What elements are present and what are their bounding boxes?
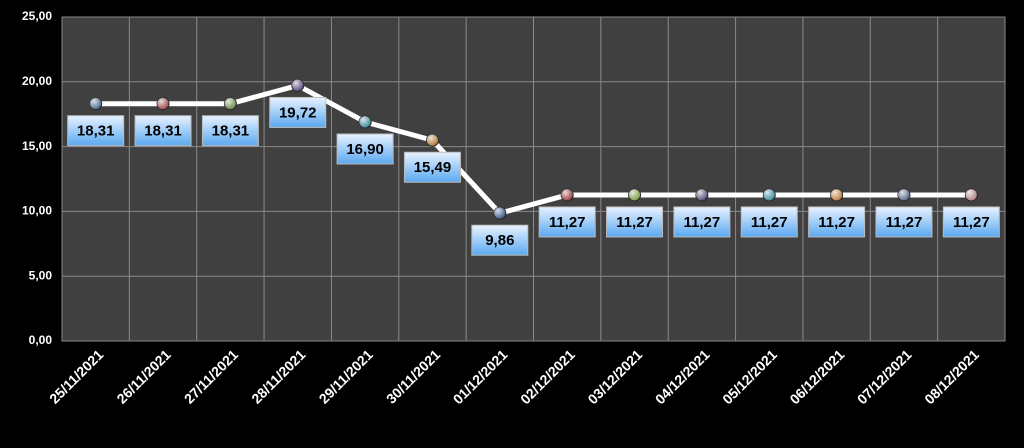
point-shine bbox=[359, 115, 372, 128]
x-tick-label: 25/11/2021 bbox=[46, 346, 106, 406]
data-line bbox=[95, 82, 972, 216]
label-box bbox=[538, 206, 596, 238]
point-shine bbox=[763, 188, 776, 201]
x-tick-label: 28/11/2021 bbox=[248, 346, 308, 406]
label-box bbox=[740, 206, 798, 238]
point-shine bbox=[897, 188, 910, 201]
label-box bbox=[201, 115, 259, 147]
point-shine bbox=[628, 188, 641, 201]
label-box bbox=[808, 206, 866, 238]
x-tick-label: 29/11/2021 bbox=[316, 346, 376, 406]
x-tick-label: 30/11/2021 bbox=[383, 346, 443, 406]
x-tick-label: 06/12/2021 bbox=[786, 346, 847, 407]
x-tick-label: 01/12/2021 bbox=[450, 346, 511, 407]
point-shine bbox=[965, 188, 978, 201]
data-label: 19,72 bbox=[279, 104, 317, 121]
data-label: 11,27 bbox=[886, 214, 923, 231]
y-tick-label: 10,00 bbox=[22, 204, 52, 218]
x-tick-label: 07/12/2021 bbox=[854, 346, 915, 407]
label-box bbox=[134, 115, 192, 147]
point-shine bbox=[426, 134, 439, 147]
data-label: 15,49 bbox=[414, 159, 452, 176]
label-box bbox=[471, 224, 529, 256]
x-tick-label: 03/12/2021 bbox=[584, 346, 645, 407]
x-tick-label: 27/11/2021 bbox=[181, 346, 241, 406]
label-box bbox=[875, 206, 933, 238]
x-tick-label: 08/12/2021 bbox=[921, 346, 982, 407]
label-box bbox=[673, 206, 731, 238]
label-box bbox=[606, 206, 664, 238]
x-tick-label: 05/12/2021 bbox=[719, 346, 780, 407]
data-label: 18,31 bbox=[77, 123, 115, 140]
point-shine bbox=[291, 79, 304, 92]
point-shine bbox=[830, 188, 843, 201]
x-tick-label: 26/11/2021 bbox=[113, 346, 173, 406]
x-tick-label: 02/12/2021 bbox=[517, 346, 578, 407]
point-shine bbox=[157, 97, 170, 110]
y-tick-label: 15,00 bbox=[22, 139, 52, 153]
y-tick-label: 25,00 bbox=[22, 9, 52, 23]
data-label: 11,27 bbox=[684, 214, 721, 231]
label-box bbox=[336, 133, 394, 165]
data-label: 9,86 bbox=[485, 232, 514, 249]
point-shine bbox=[493, 207, 506, 220]
data-label: 11,27 bbox=[751, 214, 788, 231]
data-label: 11,27 bbox=[549, 214, 586, 231]
point-shine bbox=[561, 188, 574, 201]
label-box bbox=[942, 206, 1000, 238]
label-box bbox=[403, 151, 461, 183]
data-label: 11,27 bbox=[616, 214, 653, 231]
point-shine bbox=[695, 188, 708, 201]
y-tick-label: 0,00 bbox=[29, 333, 53, 347]
data-label: 18,31 bbox=[212, 123, 250, 140]
x-tick-label: 04/12/2021 bbox=[652, 346, 713, 407]
data-label: 11,27 bbox=[953, 214, 990, 231]
data-label: 16,90 bbox=[346, 141, 384, 158]
point-shine bbox=[224, 97, 237, 110]
y-tick-label: 5,00 bbox=[29, 268, 53, 282]
data-label: 18,31 bbox=[144, 123, 182, 140]
point-shine bbox=[89, 97, 102, 110]
plot-border bbox=[61, 16, 1006, 342]
y-tick-label: 20,00 bbox=[22, 74, 52, 88]
label-box bbox=[67, 115, 125, 147]
label-box bbox=[269, 96, 327, 128]
data-label: 11,27 bbox=[818, 214, 855, 231]
